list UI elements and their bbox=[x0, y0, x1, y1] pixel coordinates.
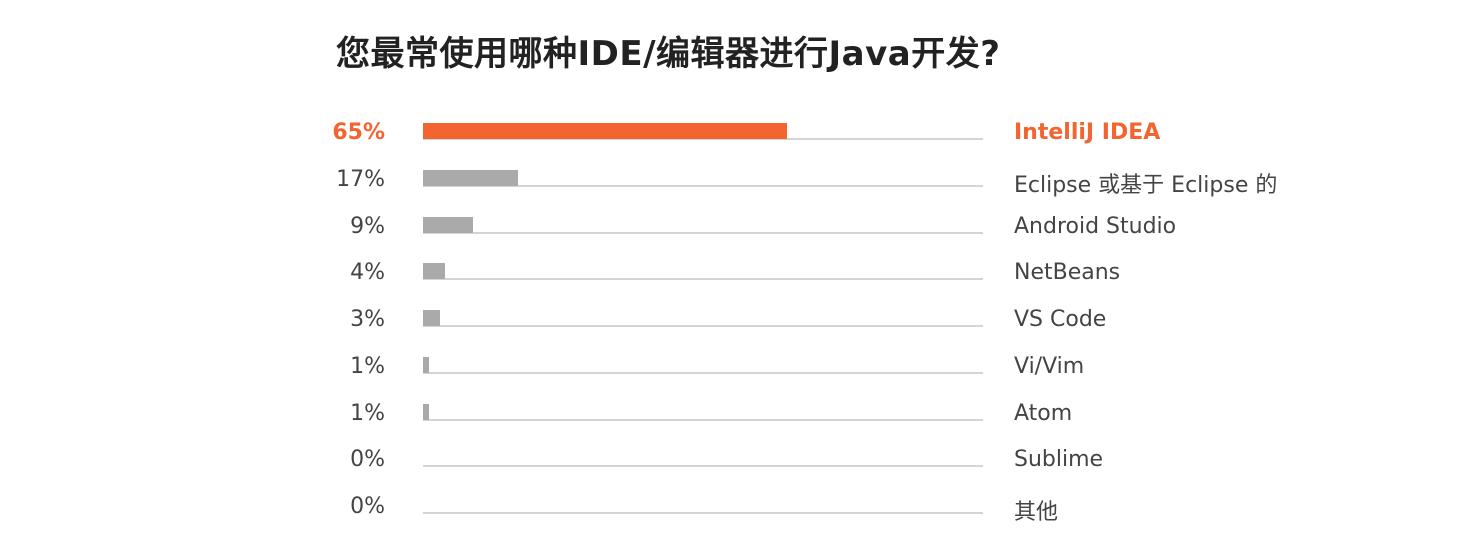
bar bbox=[423, 169, 519, 186]
bar-track bbox=[423, 278, 983, 281]
bar-row: 1% Vi/Vim bbox=[0, 352, 1472, 398]
bar-value-label: 3% bbox=[350, 307, 385, 332]
bar-value-label: 4% bbox=[350, 260, 385, 286]
bar-track bbox=[423, 138, 983, 140]
bar bbox=[423, 356, 429, 373]
category-label: NetBeans bbox=[1014, 260, 1121, 286]
bar-row: 4% NetBeans bbox=[0, 258, 1472, 304]
bar-value-label: 17% bbox=[336, 166, 385, 192]
bar-track bbox=[423, 418, 983, 421]
bar-track bbox=[423, 371, 983, 374]
category-label: Atom bbox=[1014, 400, 1073, 426]
bar-value-label: 0% bbox=[350, 447, 385, 473]
bar-row: 1% Atom bbox=[0, 399, 1472, 445]
bar-row: 0% Sublime bbox=[0, 445, 1472, 491]
bar bbox=[423, 403, 429, 420]
bar-track bbox=[423, 465, 983, 468]
bar bbox=[423, 263, 446, 280]
category-label: Android Studio bbox=[1014, 213, 1177, 239]
category-label: Sublime bbox=[1014, 447, 1104, 473]
bar-track bbox=[423, 512, 983, 514]
bar-row: 3% VS Code bbox=[0, 305, 1472, 351]
bar-track bbox=[423, 231, 983, 234]
bar bbox=[423, 216, 474, 233]
bar-track bbox=[423, 325, 983, 327]
bar bbox=[423, 310, 440, 326]
category-label: VS Code bbox=[1014, 307, 1107, 332]
bar-value-label: 0% bbox=[350, 494, 385, 519]
bar-track bbox=[423, 184, 983, 187]
bar-row: 65% IntelliJ IDEA bbox=[0, 118, 1472, 164]
bar-value-label: 65% bbox=[332, 120, 385, 145]
category-label: 其他 bbox=[1014, 500, 1059, 525]
bar-row: 9% Android Studio bbox=[0, 212, 1472, 258]
bar-value-label: 1% bbox=[350, 353, 385, 379]
bar-value-label: 9% bbox=[350, 213, 385, 239]
category-label: Vi/Vim bbox=[1014, 353, 1085, 379]
category-label: IntelliJ IDEA bbox=[1014, 120, 1161, 145]
chart-title: 您最常使用哪种IDE/编辑器进行Java开发? bbox=[336, 34, 1001, 74]
bar bbox=[423, 123, 787, 139]
bar-row: 0% 其他 bbox=[0, 492, 1472, 538]
category-label: Eclipse 或基于 Eclipse 的 bbox=[1014, 172, 1278, 198]
bar-value-label: 1% bbox=[350, 400, 385, 426]
bar-row: 17% Eclipse 或基于 Eclipse 的 bbox=[0, 165, 1472, 211]
